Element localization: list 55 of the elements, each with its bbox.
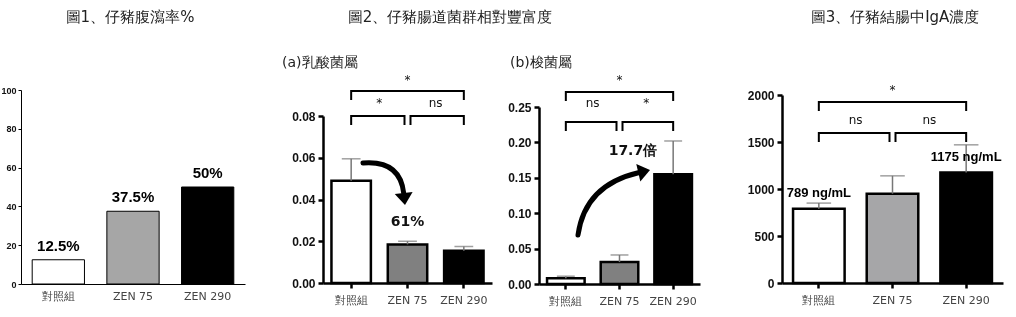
annotation: ns bbox=[585, 95, 600, 110]
y-tick-label: 0.08 bbox=[292, 109, 316, 124]
x-tick-label: ZEN 75 bbox=[872, 293, 913, 307]
data-label: 1175 ng/mL bbox=[930, 148, 1002, 164]
y-tick-label: 1500 bbox=[747, 135, 775, 150]
y-tick-label: 0.00 bbox=[292, 276, 316, 291]
y-tick-label: 0.04 bbox=[292, 193, 316, 207]
x-tick-label: ZEN 75 bbox=[112, 289, 154, 303]
y-tick-label: 40 bbox=[6, 201, 17, 212]
x-tick-label: 對照組 bbox=[334, 293, 368, 307]
x-tick-label: ZEN 290 bbox=[649, 294, 697, 308]
y-tick-label: 0.00 bbox=[508, 277, 532, 292]
x-tick-label: 對照組 bbox=[802, 293, 836, 307]
y-tick-label: 80 bbox=[6, 124, 17, 135]
annotation: ns bbox=[848, 112, 863, 127]
y-tick-label: 0.15 bbox=[508, 171, 532, 186]
y-tick-label: 100 bbox=[1, 85, 17, 96]
y-tick-label: 0 bbox=[767, 276, 775, 291]
y-tick-label: 0.10 bbox=[508, 206, 532, 221]
x-tick-label: ZEN 75 bbox=[387, 293, 428, 307]
text: * bbox=[404, 72, 411, 87]
chart-title: 圖1、仔豬腹瀉率% bbox=[65, 8, 195, 27]
y-tick-label: 500 bbox=[754, 229, 775, 244]
chart-subtitle: (a)乳酸菌屬 bbox=[282, 54, 358, 72]
x-tick-label: ZEN 75 bbox=[599, 294, 640, 308]
chart-title: 圖2、仔豬腸道菌群相對豐富度 bbox=[347, 8, 553, 27]
data-label: 789 ng/mL bbox=[786, 184, 852, 200]
chart-title: 圖3、仔豬結腸中IgA濃度 bbox=[810, 8, 980, 27]
annotation: * bbox=[643, 95, 650, 110]
y-tick-label: 2000 bbox=[747, 88, 775, 103]
x-tick-label: 對照組 bbox=[41, 289, 75, 303]
x-tick-label: ZEN 290 bbox=[184, 289, 232, 303]
y-tick-label: 0.20 bbox=[508, 135, 532, 150]
y-tick-label: 0.06 bbox=[292, 151, 316, 166]
annotation: 61% bbox=[390, 213, 425, 229]
y-tick-label: 1000 bbox=[747, 182, 775, 197]
x-tick-label: ZEN 290 bbox=[942, 293, 990, 307]
annotation: * bbox=[889, 82, 896, 97]
y-tick-label: 0.02 bbox=[292, 234, 316, 249]
x-tick-label: ZEN 290 bbox=[440, 293, 488, 307]
text: * bbox=[616, 72, 623, 87]
x-tick-label: 對照組 bbox=[549, 294, 583, 308]
chart-subtitle: (b)梭菌屬 bbox=[510, 54, 572, 72]
y-tick-label: 0.05 bbox=[508, 242, 532, 257]
data-label: 12.5% bbox=[37, 236, 80, 254]
text: * bbox=[376, 95, 383, 110]
text: ns bbox=[428, 95, 443, 110]
y-tick-label: 20 bbox=[6, 240, 17, 251]
y-tick-label: 0.25 bbox=[508, 100, 532, 115]
y-tick-label: 0 bbox=[11, 279, 17, 290]
annotation: ns bbox=[922, 112, 937, 127]
annotation: 17.7倍 bbox=[608, 142, 658, 158]
data-label: 50% bbox=[192, 164, 223, 181]
y-tick-label: 60 bbox=[6, 163, 17, 174]
data-label: 37.5% bbox=[111, 188, 155, 206]
